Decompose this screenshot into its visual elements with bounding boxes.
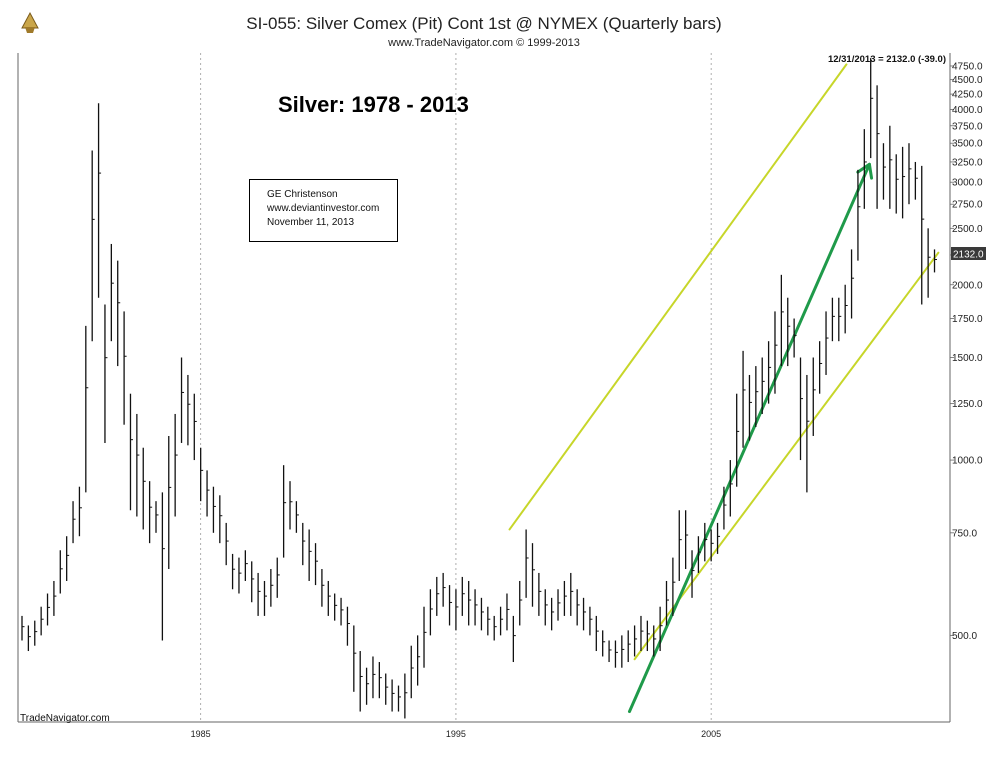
y-tick-label: 3000.0 [952,178,983,189]
channel-upper-line [508,63,848,531]
y-tick-label: 3500.0 [952,139,983,150]
y-tick-label: 4250.0 [952,90,983,101]
y-tick-label: 4500.0 [952,75,983,86]
y-tick-label: 3750.0 [952,121,983,132]
note-website: www.deviantinvestor.com [267,203,380,214]
note-date: November 11, 2013 [267,217,355,228]
author-note-box: GE Christenson www.deviantinvestor.com N… [249,179,398,242]
last-price-badge: 2132.0 [953,250,984,261]
y-tick-label: 1250.0 [952,399,983,410]
y-tick-label: 4750.0 [952,61,983,72]
copyright-text: www.TradeNavigator.com © 1999-2013 [387,37,580,49]
channel-lower-line [633,251,940,661]
arrowhead-icon [856,162,874,180]
y-tick-label: 1000.0 [952,456,983,467]
last-price-badge-bg [951,247,986,260]
y-tick-label: 1500.0 [952,353,983,364]
y-tick-label: 3250.0 [952,157,983,168]
logo-icon [21,11,39,33]
annotation-heading: Silver: 1978 - 2013 [278,92,469,117]
last-price-label: 12/31/2013 = 2132.0 (-39.0) [828,54,946,65]
y-tick-label: 4000.0 [952,105,983,116]
gridlines [200,53,712,722]
x-axis: 1985 1995 2005 [191,729,722,739]
x-tick-label: 1985 [191,729,211,739]
chart-title: SI-055: Silver Comex (Pit) Cont 1st @ NY… [246,14,721,33]
footer-brand: TradeNavigator.com [20,713,110,724]
y-tick-label: 500.0 [952,631,977,642]
y-tick-label: 1750.0 [952,314,983,325]
x-tick-label: 2005 [701,729,721,739]
x-tick-label: 1995 [446,729,466,739]
price-bars [21,58,938,719]
y-tick-label: 2500.0 [952,224,983,235]
note-author: GE Christenson [267,189,338,200]
y-tick-label: 2000.0 [952,280,983,291]
y-tick-label: 2750.0 [952,200,983,211]
y-tick-label: 750.0 [952,528,977,539]
